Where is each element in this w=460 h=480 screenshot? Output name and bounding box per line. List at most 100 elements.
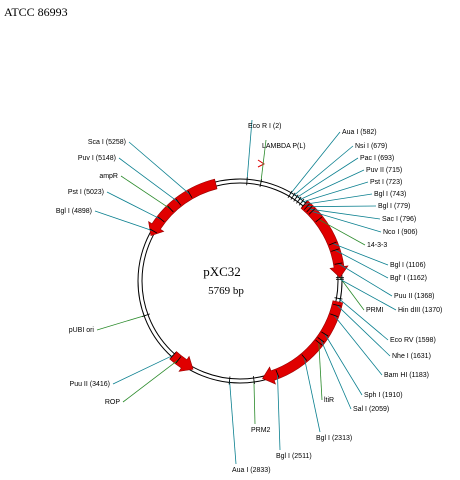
feature-label: LAMBDA P(L): [262, 143, 306, 150]
feature-label: Bgl' I (1162): [390, 275, 427, 282]
feature-label: Pac I (693): [360, 155, 394, 162]
site-tick: [293, 194, 299, 202]
site-tick: [259, 179, 263, 188]
feature-label: Bgl I (743): [374, 191, 406, 198]
feature-line: [122, 359, 179, 403]
backbone: [137, 178, 343, 384]
feature-line: [334, 249, 389, 279]
feature-arrow: [148, 178, 218, 236]
feature-line: [309, 208, 381, 220]
feature-label: Pst I (5023): [68, 189, 104, 196]
feature-label: Puv II (715): [366, 167, 402, 174]
feature-label: Hin dIII (1370): [398, 307, 442, 314]
feature-line: [229, 380, 237, 465]
site-tick: [315, 339, 323, 346]
site-tick: [175, 198, 182, 206]
feature-label: PRM2: [251, 427, 271, 434]
site-tick: [331, 248, 340, 252]
feature-line: [96, 314, 147, 331]
feature-line: [253, 380, 256, 425]
feature-label: Bgl I (4898): [56, 208, 92, 215]
site-tick: [321, 331, 329, 337]
feature-line: [320, 339, 352, 410]
feature-label: 14-3-3: [367, 242, 387, 249]
site-tick: [308, 208, 316, 215]
feature-label: Nsi I (679): [355, 143, 387, 150]
site-tick: [187, 190, 193, 199]
feature-line: [303, 357, 321, 433]
feature-label: Sca I (5258): [88, 139, 126, 146]
title: ATCC 86993: [4, 5, 68, 19]
site-tick: [301, 201, 308, 208]
feature-label: Aua I (582): [342, 129, 377, 136]
promoter-arrow: [257, 159, 265, 168]
feature-line: [295, 157, 359, 199]
site-tick: [328, 241, 337, 246]
feature-label: Bgl I (2511): [276, 453, 312, 460]
feature-label: Aua I (2833): [232, 467, 271, 474]
feature-arrow: [169, 351, 194, 372]
feature-line: [118, 157, 179, 203]
feature-line: [246, 119, 253, 182]
site-tick: [315, 216, 323, 223]
site-tick: [252, 376, 255, 385]
site-tick: [298, 198, 305, 206]
plasmid-size: 5769 bp: [208, 285, 244, 297]
site-tick: [275, 369, 280, 378]
feature-label: Bgl I (779): [378, 203, 410, 210]
plasmid-name: pXC32: [203, 264, 241, 279]
feature-label: Sph I (1910): [364, 392, 403, 399]
feature-line: [332, 243, 389, 266]
feature-label: ampR: [99, 173, 118, 180]
feature-line: [311, 211, 382, 233]
feature-arrow: [300, 200, 349, 278]
feature-label: Sal I (2059): [353, 406, 389, 413]
feature-line: [289, 131, 341, 195]
site-tick: [333, 303, 342, 307]
feature-arrow: [262, 300, 344, 385]
feature-line: [298, 169, 365, 201]
feature-line: [339, 277, 365, 311]
feature-line: [339, 278, 397, 311]
feature-line: [106, 191, 162, 220]
site-tick: [228, 376, 231, 385]
feature-line: [292, 145, 354, 197]
feature-line: [338, 263, 393, 297]
site-tick: [317, 337, 325, 343]
site-tick: [142, 313, 150, 317]
feature-line: [120, 175, 171, 210]
feature-line: [324, 333, 363, 396]
site-tick: [157, 216, 165, 223]
feature-label: Bam HI (1183): [384, 372, 429, 379]
feature-line: [306, 205, 377, 208]
feature-label: ltiR: [324, 397, 334, 404]
feature-line: [318, 342, 323, 401]
site-tick: [287, 190, 293, 199]
feature-line: [301, 181, 369, 203]
site-tick: [290, 192, 296, 200]
feature-label: Puv I (5148): [78, 155, 116, 162]
feature-line: [336, 304, 391, 357]
site-tick: [306, 205, 313, 213]
site-tick: [170, 352, 177, 359]
site-tick: [303, 203, 310, 210]
feature-label: PRMI: [366, 307, 384, 314]
feature-label: Bgl I (2313): [316, 435, 352, 442]
feature-line: [333, 314, 383, 376]
feature-label: Eco RV (1598): [390, 337, 436, 344]
site-tick: [175, 356, 182, 364]
site-tick: [301, 354, 308, 361]
feature-label: ROP: [105, 399, 121, 406]
feature-label: Sac I (796): [382, 216, 416, 223]
feature-line: [304, 193, 373, 205]
feature-line: [338, 298, 389, 341]
site-tick: [330, 313, 338, 317]
feature-line: [318, 219, 366, 246]
feature-line: [260, 139, 267, 184]
feature-label: Nco I (906): [383, 229, 418, 236]
feature-label: Nhe I (1631): [392, 353, 431, 360]
site-tick: [296, 196, 302, 204]
feature-label: Bgl I (1106): [390, 262, 426, 269]
site-tick: [334, 262, 343, 265]
